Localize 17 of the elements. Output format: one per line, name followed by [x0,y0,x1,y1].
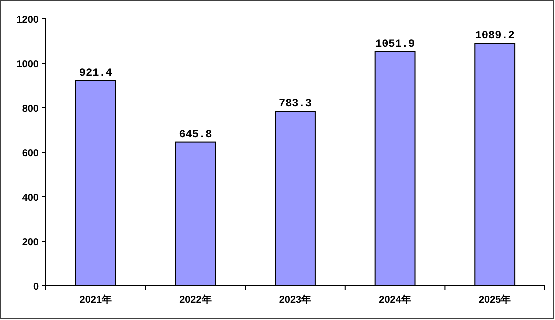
x-tick-label: 2025年 [478,294,512,306]
y-tick-label: 1200 [16,15,40,26]
data-label: 1089.2 [475,30,515,43]
x-tick-label: 2022年 [180,294,212,306]
y-tick-label: 200 [22,238,40,248]
data-label: 1051.9 [375,38,416,51]
y-tick-label: 0 [33,282,40,293]
y-tick-label: 600 [22,148,40,160]
data-label: 921.4 [79,68,113,80]
x-tick-label: 2023年 [279,294,312,306]
y-tick-label: 1000 [16,60,40,70]
y-tick-label: 400 [22,193,40,204]
data-label: 645.8 [179,129,213,142]
x-tick-label: 2021年 [80,294,112,306]
x-tick-label: 2024年 [379,294,412,306]
y-tick-label: 800 [22,104,40,115]
data-label: 783.3 [278,98,312,111]
